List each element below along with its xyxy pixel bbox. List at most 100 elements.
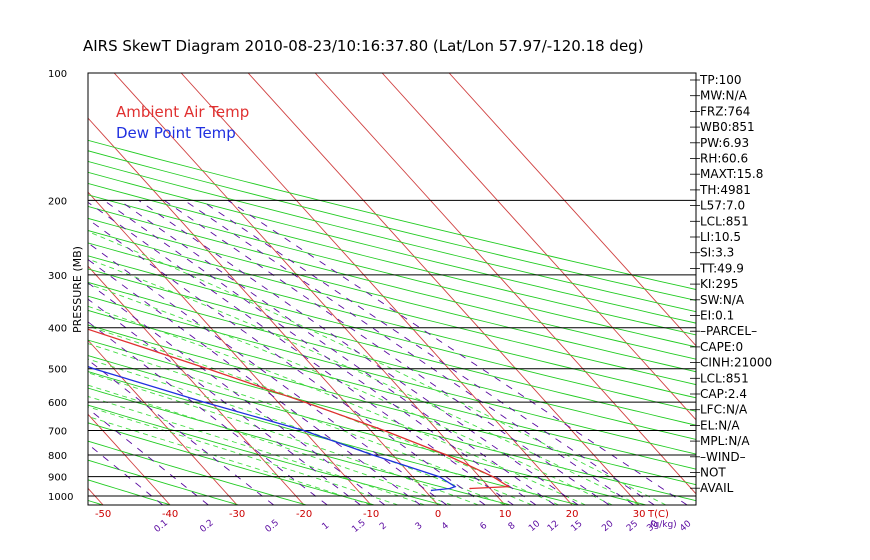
chart-title: AIRS SkewT Diagram 2010-08-23/10:16:37.8… (83, 37, 644, 55)
index-item: TH:4981 (699, 183, 751, 197)
mixing-ratio-tick-label: 0.1 (153, 518, 170, 535)
profile-point (92, 367, 95, 370)
index-item: KI:295 (700, 277, 738, 291)
index-item: RH:60.6 (700, 152, 748, 166)
mixing-ratio-tick-label: 15 (569, 519, 584, 534)
index-item: TT:49.9 (699, 261, 744, 275)
dry-adiabat (88, 371, 579, 505)
mixing-ratio-line (119, 199, 556, 505)
dry-adiabat (88, 281, 696, 440)
dry-adiabat (88, 268, 696, 426)
index-item: MW:N/A (700, 89, 748, 103)
isotherm (88, 265, 305, 505)
pressure-tick-label: 100 (48, 69, 67, 80)
profile-point (372, 454, 374, 456)
index-item: EI:0.1 (700, 309, 734, 323)
axes: 1002003004005006007008009001000-120-110-… (48, 69, 694, 535)
temp-bottom-tick-label: -30 (229, 509, 245, 520)
mixing-ratio-line (184, 199, 635, 505)
dry-adiabat (88, 459, 239, 505)
mixing-ratio-tick-label: 0.5 (264, 518, 281, 535)
isotherm (88, 413, 171, 505)
dry-adiabat (88, 161, 696, 313)
mixing-ratio-line (103, 199, 537, 505)
mixing-ratio-tick-label: 10 (527, 519, 542, 534)
isotherm (88, 117, 439, 505)
temp-bottom-tick-label: -10 (363, 509, 379, 520)
dry-adiabat (88, 324, 696, 486)
moist-adiabat (88, 358, 506, 505)
index-item: –WIND– (700, 450, 746, 464)
pressure-tick-label: 500 (48, 365, 67, 376)
mixing-ratio-tick-label: 1 (321, 521, 332, 532)
profile-point (383, 429, 385, 432)
dry-adiabat (88, 499, 103, 505)
mixing-ratio-tick-label: 8 (507, 521, 518, 533)
isotherm (247, 73, 640, 505)
mixing-ratio-tick-label: 4 (440, 521, 451, 533)
profile-point (507, 485, 510, 488)
moist-adiabat (88, 305, 586, 505)
profile-ambient-air-temp (88, 328, 511, 490)
isotherm (113, 73, 506, 505)
dry-adiabat (88, 309, 696, 470)
legend-ambient-air-temp: Ambient Air Temp (116, 103, 249, 121)
index-item: LI:10.5 (700, 230, 741, 244)
pressure-tick-label: 200 (48, 196, 67, 207)
mixing-ratio-line (88, 242, 448, 505)
mixing-ratio-line (227, 199, 688, 505)
temp-unit-label: T(C) (647, 509, 669, 520)
dry-adiabat (88, 404, 443, 505)
moist-adiabat (88, 396, 425, 505)
index-item: MPL:N/A (700, 434, 750, 448)
pressure-tick-label: 300 (48, 271, 67, 282)
isotherm (180, 73, 573, 505)
dry-adiabat (88, 295, 696, 455)
mixing-ratio-line (200, 199, 655, 505)
background-lines (0, 73, 696, 505)
mixing-ratio-unit-label: (g/kg) (650, 520, 677, 530)
isotherm (0, 73, 36, 505)
dry-adiabat (88, 217, 696, 373)
dry-adiabat (88, 139, 696, 290)
mixing-ratio-tick-label: 2 (378, 521, 389, 532)
index-item: LCL:851 (700, 371, 749, 385)
index-item: EL:N/A (700, 418, 740, 432)
mixing-ratio-tick-label: 0.2 (198, 518, 215, 535)
profile-point (445, 454, 448, 456)
mixing-ratio-line (138, 199, 579, 505)
moist-adiabat (88, 406, 399, 505)
isotherm (314, 73, 696, 495)
temp-bottom-tick-label: -20 (296, 509, 312, 520)
profile-point (492, 475, 494, 478)
dry-adiabat (88, 339, 696, 502)
index-item: –PARCEL– (700, 324, 757, 338)
dry-adiabat (88, 242, 696, 399)
pressure-tick-label: 900 (48, 473, 67, 484)
index-item: MAXT:15.8 (700, 167, 763, 181)
pressure-tick-label: 600 (48, 398, 67, 409)
temp-bottom-tick-label: 20 (566, 509, 579, 520)
temp-bottom-tick-label: 10 (499, 509, 512, 520)
isobars (88, 199, 696, 497)
profile-point (206, 367, 209, 370)
dry-adiabat (88, 255, 696, 412)
mixing-ratio-tick-label: 20 (600, 519, 615, 534)
pressure-tick-label: 800 (48, 451, 67, 462)
index-item: PW:6.93 (700, 136, 749, 150)
index-item: FRZ:764 (700, 104, 750, 118)
mixing-ratio-tick-label: 12 (546, 519, 561, 534)
profile-point (469, 487, 471, 490)
mixing-ratio-line (88, 282, 386, 505)
moist-adiabat (88, 231, 667, 505)
index-item: CAPE:0 (700, 340, 743, 354)
moist-adiabat (88, 384, 452, 505)
mixing-ratio-line (163, 199, 610, 505)
dry-adiabat (88, 171, 696, 324)
profile-point (203, 401, 206, 404)
profile-point (430, 489, 433, 492)
mixing-ratio-line (88, 259, 421, 505)
dry-adiabat (88, 230, 696, 386)
profile-point (302, 429, 305, 432)
